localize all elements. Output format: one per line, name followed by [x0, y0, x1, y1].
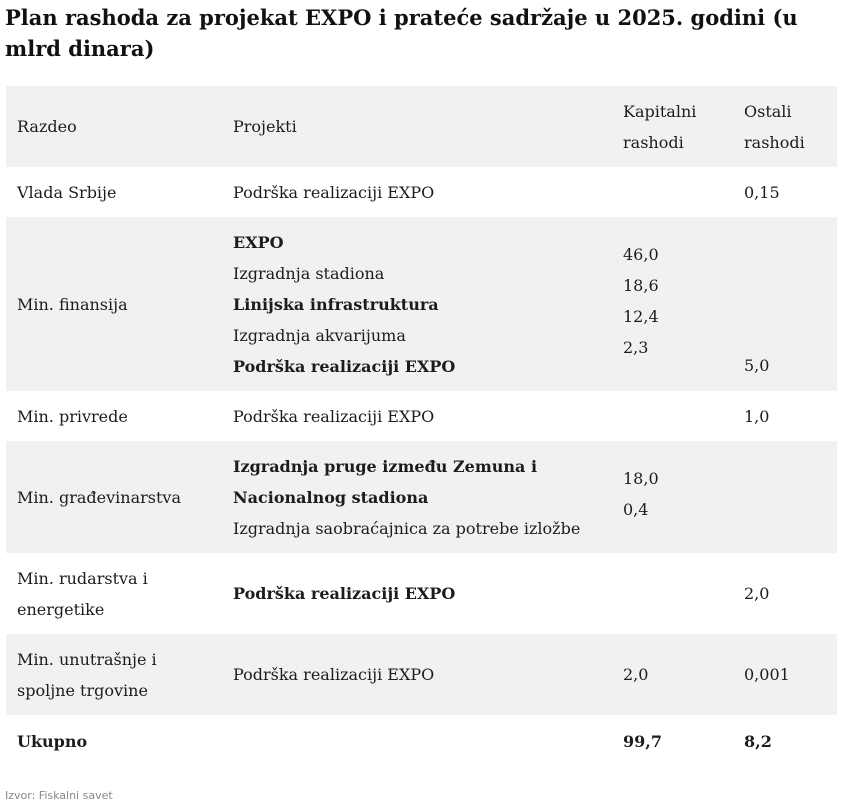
kapitalni-cell: 2,0	[623, 665, 649, 684]
kapitalni-value: 0,4	[623, 500, 649, 519]
header-ostali-line-2: rashodi	[744, 132, 805, 152]
table-row: Min. privrede Podrška realizaciji EXPO 1…	[6, 391, 837, 441]
source-note: Izvor: Fiskalni savet	[5, 789, 113, 802]
header-kapitalni-rashodi: Kapitalni rashodi	[623, 86, 735, 167]
kapitalni-value: 18,6	[623, 276, 659, 295]
total-ostali: 8,2	[744, 731, 772, 751]
kapitalni-value: 2,3	[623, 338, 649, 357]
table-row: Min. rudarstva i energetike Podrška real…	[6, 553, 837, 634]
total-projekti-cell	[233, 715, 613, 767]
total-kapitalni: 99,7	[623, 731, 662, 751]
razdeo-cell: Min. privrede	[17, 406, 128, 426]
header-kapitalni-line-2: rashodi	[623, 132, 684, 152]
kapitalni-value: 12,4	[623, 307, 659, 326]
projekti-cell: EXPO Izgradnja stadiona Linijska infrast…	[233, 217, 613, 391]
projekti-cell: Podrška realizaciji EXPO	[233, 182, 435, 202]
project-name: Izgradnja saobraćajnica za potrebe izlož…	[233, 518, 581, 538]
header-ostali-line-1: Ostali	[744, 101, 792, 121]
projekti-cell: Podrška realizaciji EXPO	[233, 665, 435, 684]
table-header-row: Razdeo Projekti Kapitalni rashodi Ostali…	[6, 86, 837, 167]
ostali-cell: 0,001	[744, 665, 790, 684]
project-name: Izgradnja akvarijuma	[233, 325, 406, 345]
razdeo-line-1: Min. unutrašnje i	[17, 649, 157, 669]
projekti-cell: Podrška realizaciji EXPO	[233, 584, 456, 603]
kapitalni-cell	[623, 553, 735, 634]
razdeo-line-2: energetike	[17, 599, 105, 619]
project-name: EXPO	[233, 232, 284, 252]
total-label: Ukupno	[17, 731, 88, 751]
kapitalni-value: 18,0	[623, 469, 659, 488]
razdeo-line-1: Min. rudarstva i	[17, 568, 148, 588]
expense-table: Razdeo Projekti Kapitalni rashodi Ostali…	[6, 86, 837, 767]
razdeo-cell: Vlada Srbije	[17, 182, 117, 202]
projekti-cell: Podrška realizaciji EXPO	[233, 406, 435, 426]
ostali-cell: 5,0	[744, 217, 837, 391]
ostali-value: 5,0	[744, 356, 770, 375]
project-name: Izgradnja stadiona	[233, 263, 385, 283]
header-razdeo: Razdeo	[17, 117, 77, 136]
project-name: Nacionalnog stadiona	[233, 487, 429, 507]
razdeo-line-2: spoljne trgovine	[17, 680, 148, 700]
project-name: Podrška realizaciji EXPO	[233, 356, 456, 376]
ostali-cell: 0,15	[744, 182, 780, 202]
ostali-cell: 2,0	[744, 584, 770, 603]
total-row: Ukupno 99,7 8,2	[6, 715, 837, 767]
kapitalni-cell	[623, 391, 735, 441]
kapitalni-cell: 18,0 0,4	[623, 441, 735, 553]
razdeo-cell: Min. unutrašnje i spoljne trgovine	[17, 634, 227, 715]
ostali-cell: 1,0	[744, 406, 770, 426]
table-row: Min. unutrašnje i spoljne trgovine Podrš…	[6, 634, 837, 715]
table-row: Vlada Srbije Podrška realizaciji EXPO 0,…	[6, 167, 837, 217]
header-ostali-rashodi: Ostali rashodi	[744, 86, 837, 167]
kapitalni-value: 46,0	[623, 245, 659, 264]
kapitalni-cell: 46,0 18,6 12,4 2,3	[623, 217, 735, 391]
ostali-cell	[744, 441, 837, 553]
razdeo-cell: Min. građevinarstva	[17, 487, 181, 507]
page-title: Plan rashoda za projekat EXPO i prateće …	[5, 5, 798, 61]
kapitalni-cell	[623, 167, 735, 217]
project-name: Izgradnja pruge između Zemuna i	[233, 456, 538, 476]
projekti-cell: Izgradnja pruge između Zemuna i Nacional…	[233, 441, 613, 553]
razdeo-cell: Min. rudarstva i energetike	[17, 553, 227, 634]
table-row: Min. finansija EXPO Izgradnja stadiona L…	[6, 217, 837, 391]
header-projekti: Projekti	[233, 117, 297, 136]
table-row: Min. građevinarstva Izgradnja pruge izme…	[6, 441, 837, 553]
razdeo-cell: Min. finansija	[17, 294, 128, 314]
project-name: Linijska infrastruktura	[233, 294, 439, 314]
header-kapitalni-line-1: Kapitalni	[623, 101, 697, 121]
